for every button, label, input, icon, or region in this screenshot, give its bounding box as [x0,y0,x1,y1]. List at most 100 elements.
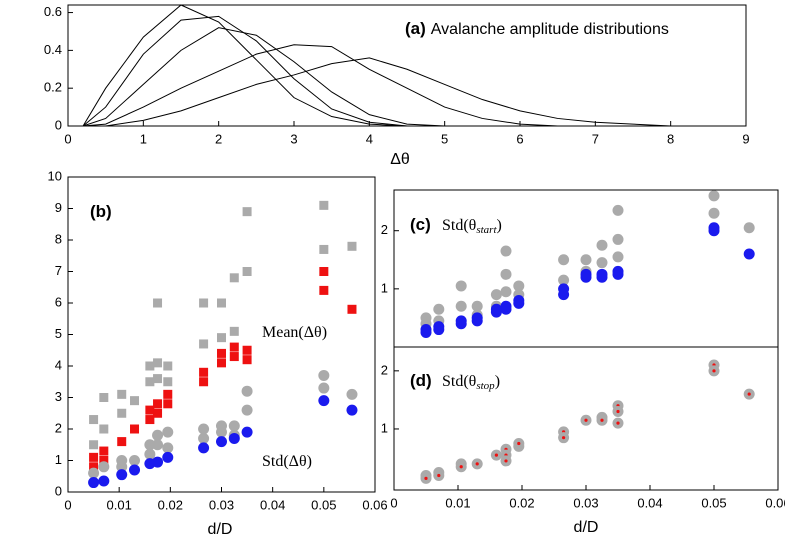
square-point [319,244,329,254]
circle-point [198,442,210,454]
x-tick-label: 0 [64,497,71,512]
circle-point [98,475,110,487]
y-tick-label: 2 [381,222,388,237]
circle-point [216,436,227,448]
circle-point [420,326,432,338]
circle-point [558,274,570,286]
square-point [319,267,329,276]
square-point [199,367,209,377]
square-point [153,374,163,384]
x-tick-label: 7 [592,131,599,146]
x-tick-label: 0.02 [158,497,183,512]
y-tick-label: 4 [55,357,62,372]
panel-label: (d) [410,371,432,390]
x-tick-label: 0 [64,131,71,146]
point-dot [517,441,521,446]
annotation: Mean(Δθ) [262,324,327,341]
circle-point [500,245,512,257]
x-axis-label: Δθ [390,151,410,168]
circle-point [129,464,141,476]
annotation-tail: ) [497,217,502,234]
panel-label-text: (c) [410,215,431,234]
y-tick-label: 6 [55,294,62,309]
y-tick-label: 10 [48,168,62,183]
x-tick-label: 0.05 [701,495,726,510]
x-tick-label: 3 [290,131,297,146]
circle-point [455,318,467,330]
square-point [229,326,239,336]
annotation-text: Std(θ [442,217,476,234]
circle-point [580,268,592,280]
square-point [145,361,155,371]
circle-point [241,426,253,438]
point-dot [600,418,604,422]
annotation-sub: start [476,224,497,236]
point-dot [747,392,751,396]
circle-point [500,286,512,298]
square-point [242,207,252,217]
circle-point [471,300,483,312]
circle-point [513,280,525,292]
circle-point [318,369,330,381]
circle-point [144,439,156,451]
x-tick-label: 0 [390,495,397,510]
square-point [163,361,173,371]
panel-label-text: (b) [90,202,112,221]
square-point [242,345,252,355]
square-point [199,377,209,387]
point-dot [437,473,441,478]
circle-point [318,395,330,407]
square-point [117,408,127,418]
square-point [163,399,173,409]
square-point [99,424,109,434]
square-point [145,377,155,387]
circle-point [612,265,624,277]
annotation: Std(θstart) [442,217,502,236]
x-tick-label: 1 [140,131,147,146]
circle-point [216,426,227,438]
square-point [319,200,329,210]
x-tick-label: 6 [516,131,523,146]
point-dot [494,453,498,457]
y-tick-label: 2 [381,362,388,377]
square-point [153,298,163,308]
square-point [242,355,252,365]
circle-point [144,448,156,460]
circle-point [346,388,358,400]
square-point [130,424,140,434]
circle-point [88,467,100,479]
circle-point [162,451,174,463]
circle-point [612,204,624,216]
square-point [89,440,99,450]
circle-point [152,456,164,468]
x-tick-label: 2 [215,131,222,146]
point-dot [459,465,463,469]
circle-point [490,289,502,301]
y-tick-label: 2 [55,420,62,435]
circle-point [743,248,755,260]
x-tick-label: 5 [441,131,448,146]
circle-point [708,190,720,202]
square-point [117,389,127,399]
circle-point [490,303,502,315]
panel-label-text: (a) [405,19,426,38]
point-dot [504,459,508,463]
y-tick-label: 0.2 [44,80,62,95]
square-point [153,408,163,418]
square-point [99,456,109,465]
square-point [229,352,239,362]
curve [83,44,671,127]
square-point [153,358,163,368]
square-point [242,267,252,276]
square-point [130,396,140,406]
square-point [217,348,226,358]
circle-point [612,251,624,263]
circle-point [152,439,164,451]
square-point [89,452,99,462]
panel-label: (b) [90,202,112,221]
curve [82,27,671,127]
square-point [89,415,99,425]
x-tick-label: 9 [742,131,749,146]
square-point [217,333,226,343]
x-tick-label: 0.02 [509,495,534,510]
